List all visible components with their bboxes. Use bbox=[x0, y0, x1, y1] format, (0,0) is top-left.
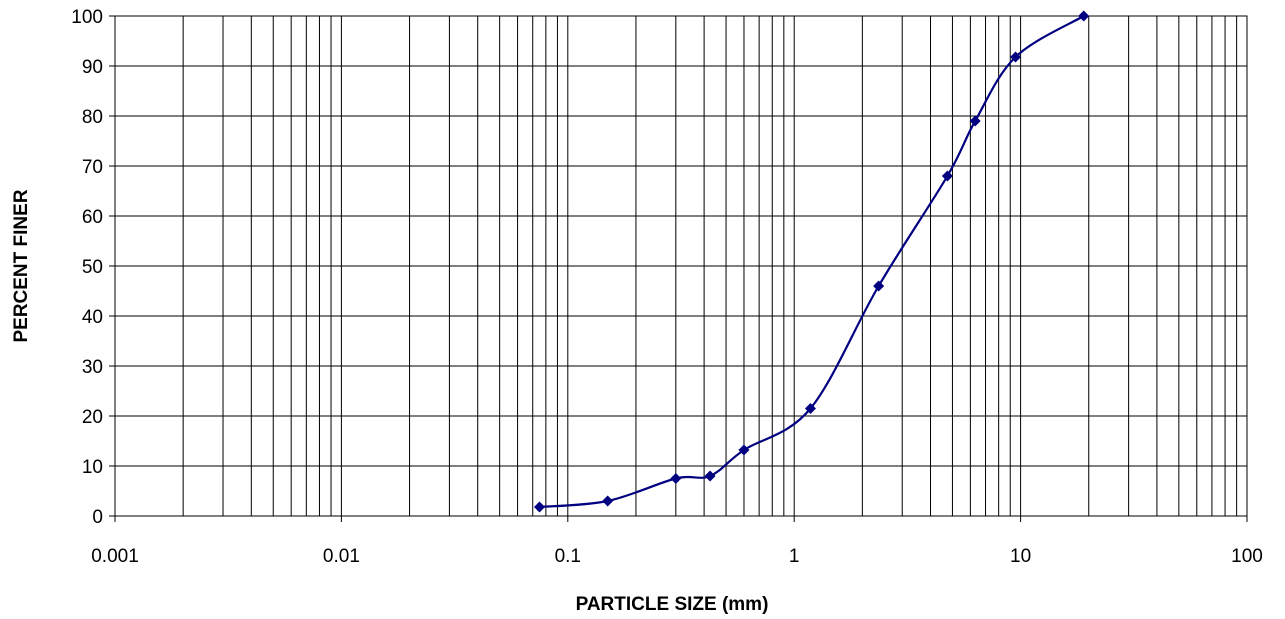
y-tick-label: 80 bbox=[82, 107, 103, 128]
data-point bbox=[534, 501, 546, 513]
data-point bbox=[602, 495, 614, 507]
y-tick-label: 0 bbox=[92, 507, 103, 528]
y-tick-label: 70 bbox=[82, 157, 103, 178]
y-tick-label: 100 bbox=[71, 7, 103, 28]
y-axis-title: PERCENT FINER bbox=[11, 189, 32, 342]
x-tick-label: 0.01 bbox=[323, 546, 360, 567]
x-axis-title: PARTICLE SIZE (mm) bbox=[576, 594, 769, 615]
data-point bbox=[941, 170, 953, 182]
y-tick-label: 10 bbox=[82, 457, 103, 478]
y-tick-label: 50 bbox=[82, 257, 103, 278]
x-tick-label: 0.001 bbox=[91, 546, 139, 567]
x-tick-label: 0.1 bbox=[555, 546, 581, 567]
x-tick-labels: 0.001 0.01 0.1 1 10 100 bbox=[91, 516, 1263, 567]
data-point bbox=[873, 280, 885, 292]
y-tick-label: 20 bbox=[82, 407, 103, 428]
data-point bbox=[1078, 10, 1090, 22]
y-tick-label: 30 bbox=[82, 357, 103, 378]
data-markers bbox=[534, 10, 1090, 513]
x-tick-label: 10 bbox=[1010, 546, 1031, 567]
data-point bbox=[969, 115, 981, 127]
y-tick-labels: 0 10 20 30 40 50 60 70 80 90 100 bbox=[71, 7, 115, 528]
data-point bbox=[670, 473, 682, 484]
y-tick-label: 90 bbox=[82, 57, 103, 78]
data-point bbox=[804, 403, 816, 414]
y-tick-label: 40 bbox=[82, 307, 103, 328]
grid bbox=[114, 15, 1247, 517]
y-tick-label: 60 bbox=[82, 207, 103, 228]
data-point bbox=[704, 470, 716, 482]
x-tick-label: 1 bbox=[789, 546, 800, 567]
data-point bbox=[1010, 51, 1022, 63]
fitted-curve bbox=[539, 15, 1085, 509]
fitted-curve-layer bbox=[539, 15, 1085, 509]
data-point bbox=[738, 444, 750, 456]
x-tick-label: 100 bbox=[1231, 546, 1263, 567]
